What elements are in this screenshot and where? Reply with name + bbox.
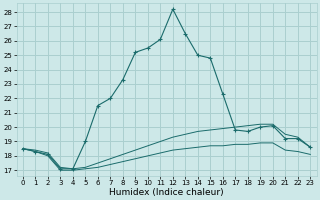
X-axis label: Humidex (Indice chaleur): Humidex (Indice chaleur) <box>109 188 224 197</box>
